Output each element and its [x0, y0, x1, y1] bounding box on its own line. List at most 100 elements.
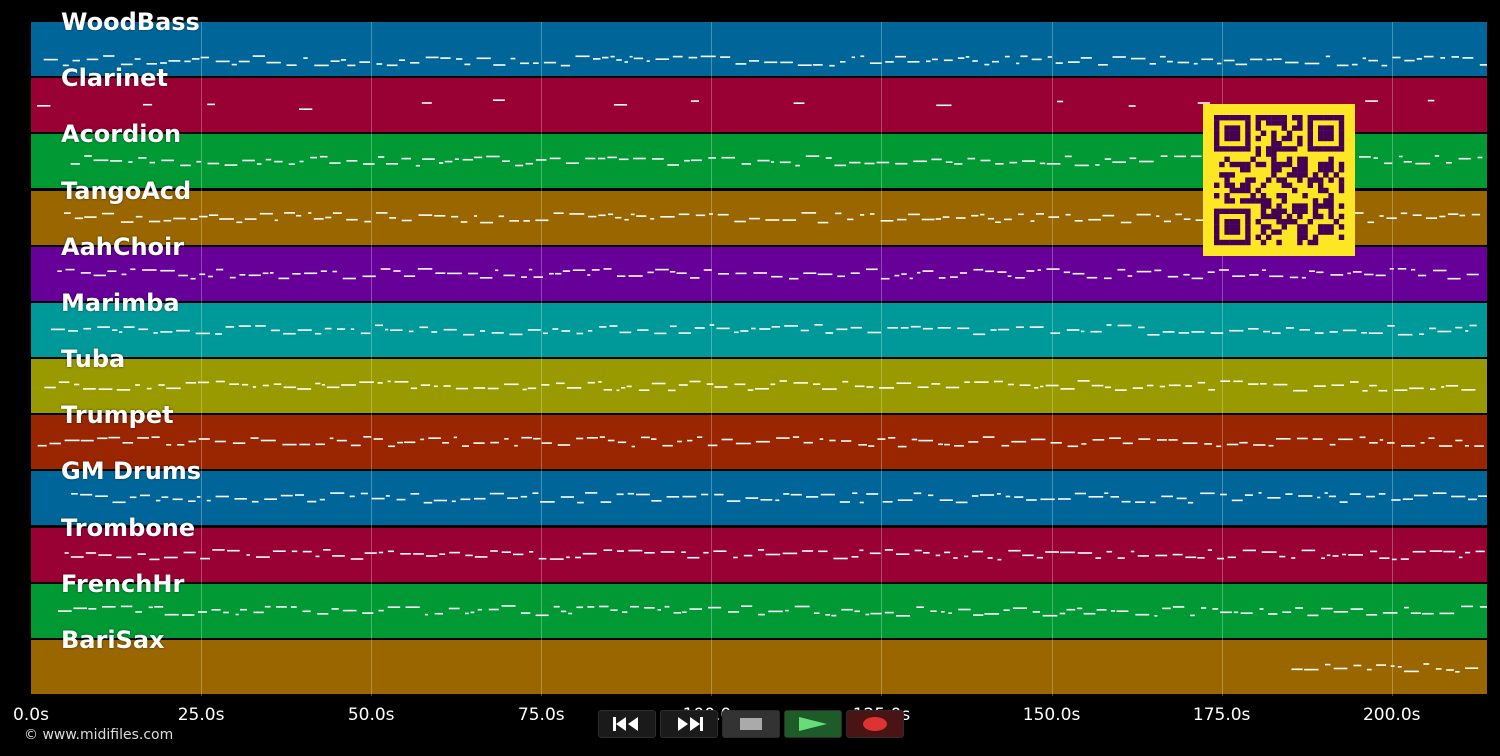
note — [1369, 442, 1378, 444]
note — [882, 501, 893, 503]
note — [197, 610, 207, 613]
record-button[interactable] — [846, 710, 904, 738]
note — [749, 217, 760, 219]
note — [503, 274, 515, 276]
note — [628, 549, 643, 551]
note — [1439, 612, 1455, 614]
note — [290, 605, 297, 608]
note — [1005, 496, 1011, 498]
note — [488, 608, 499, 610]
note — [1304, 668, 1319, 671]
note — [286, 64, 297, 66]
note — [985, 270, 994, 272]
note — [163, 219, 172, 221]
note — [350, 557, 364, 560]
note — [1469, 324, 1477, 327]
note — [215, 380, 225, 383]
note — [1364, 273, 1374, 275]
note — [610, 55, 615, 58]
fast-forward-button[interactable] — [660, 710, 718, 738]
note — [943, 59, 953, 62]
note — [116, 556, 132, 558]
note — [967, 158, 976, 160]
note — [714, 386, 728, 388]
note — [854, 385, 865, 388]
note — [444, 161, 453, 163]
note — [509, 333, 523, 336]
note — [637, 329, 649, 331]
note — [789, 277, 799, 280]
note — [1342, 553, 1347, 555]
note — [329, 162, 341, 165]
note — [1149, 63, 1156, 65]
note — [655, 58, 670, 60]
note — [1435, 667, 1442, 670]
note — [1162, 330, 1175, 333]
note — [869, 552, 881, 554]
note — [340, 59, 347, 61]
note — [1201, 606, 1207, 609]
note — [553, 211, 564, 214]
note — [1219, 268, 1229, 271]
note — [1129, 157, 1137, 160]
note — [825, 613, 830, 616]
note — [860, 213, 865, 216]
note — [1351, 211, 1364, 214]
note — [1269, 275, 1284, 277]
note — [842, 380, 849, 383]
note — [396, 499, 406, 501]
note — [587, 605, 595, 608]
note — [184, 60, 191, 63]
note — [918, 439, 933, 442]
play-button[interactable] — [784, 710, 842, 738]
note — [660, 550, 675, 553]
note — [1376, 664, 1386, 666]
note — [895, 55, 906, 58]
note — [1268, 445, 1274, 447]
note — [1301, 276, 1306, 279]
note — [1220, 611, 1232, 613]
note — [1036, 556, 1044, 559]
note — [630, 605, 639, 608]
note — [1276, 438, 1291, 440]
note — [602, 56, 609, 59]
note — [373, 438, 383, 440]
note — [1050, 442, 1062, 444]
note — [283, 386, 296, 389]
note — [636, 214, 647, 217]
note — [703, 551, 709, 554]
note — [513, 553, 524, 555]
note — [330, 60, 340, 62]
note — [805, 155, 820, 158]
note — [1330, 273, 1344, 276]
note — [1370, 550, 1378, 552]
note — [941, 610, 945, 613]
track-row: AahChoir — [31, 233, 1487, 303]
note — [107, 270, 117, 272]
note — [1029, 326, 1044, 328]
note — [185, 382, 197, 384]
stop-button[interactable] — [722, 710, 780, 738]
note — [521, 437, 532, 439]
note — [994, 380, 1003, 383]
time-tick-label: 75.0s — [517, 705, 565, 725]
note — [1121, 501, 1131, 503]
note — [641, 436, 650, 439]
track-name: AahChoir — [61, 232, 185, 261]
note — [341, 384, 356, 386]
note — [443, 328, 457, 331]
note — [859, 502, 864, 504]
note — [1104, 158, 1112, 161]
note — [541, 442, 552, 445]
note — [376, 211, 388, 214]
rewind-button[interactable] — [598, 710, 656, 738]
note — [323, 548, 331, 551]
note — [997, 270, 1007, 273]
note — [1317, 497, 1321, 499]
note — [1136, 270, 1152, 273]
note — [376, 63, 383, 65]
note — [1031, 58, 1042, 61]
note — [1477, 495, 1487, 498]
track-name: Trombone — [61, 513, 196, 542]
note — [262, 384, 269, 387]
